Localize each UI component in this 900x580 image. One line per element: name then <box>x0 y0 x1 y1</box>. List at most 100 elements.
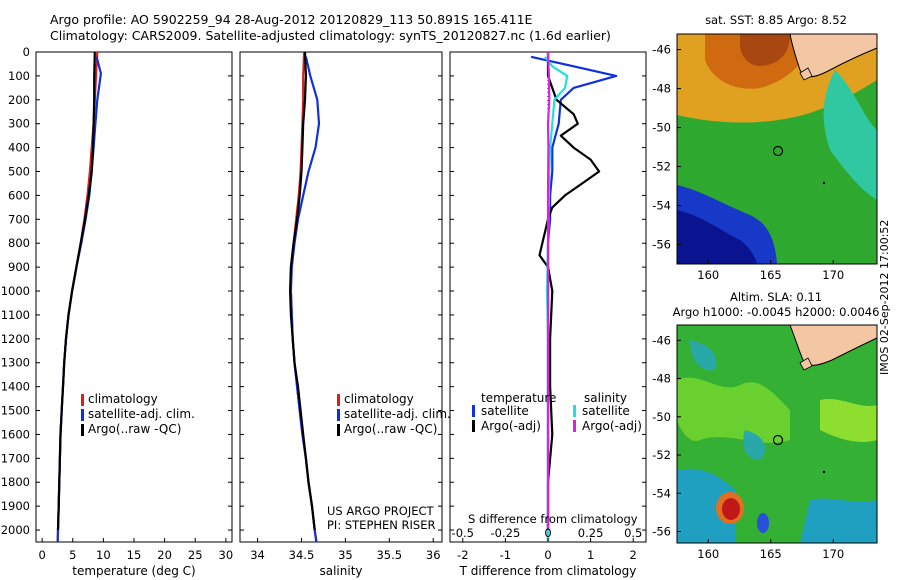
sst-lat-tick-label: -50 <box>652 121 671 135</box>
legend-swatch-t-satellite <box>472 405 475 417</box>
sst-map-title: sat. SST: 8.85 Argo: 8.52 <box>705 13 847 27</box>
x-tick-label: 25 <box>188 548 203 562</box>
depth-tick-label: 900 <box>8 260 30 274</box>
sst-stewart-island <box>799 67 813 81</box>
sst-lat-tick-label: -56 <box>652 238 671 252</box>
legend-label-argo: Argo(..raw -QC) <box>344 422 437 436</box>
sla-lat-tick-label: -50 <box>652 410 671 424</box>
salinity-panel-frame <box>239 51 443 543</box>
sla-lat-tick-label: -52 <box>652 448 671 462</box>
depth-tick-label: 1400 <box>1 380 30 394</box>
sla-low-patch-2 <box>743 430 765 460</box>
sla-map <box>676 324 878 544</box>
series-line-temperature-satellite <box>530 55 618 542</box>
temperature-legend: climatology satellite-adj. clim. Argo(..… <box>81 392 195 436</box>
salinity-series <box>289 52 321 542</box>
legend-label-satellite: satellite-adj. clim. <box>344 407 451 421</box>
s-tick-label: 0 <box>544 526 551 540</box>
sst-lat-tick-label: -54 <box>652 199 671 213</box>
series-line-argo-raw-qc <box>289 52 316 531</box>
legend-title-salinity: salinity <box>584 391 627 405</box>
s-tick-label: -0.25 <box>491 526 521 540</box>
depth-axis: 0 100 200 300 400 500 600 700 800 900 1000 1100 1200… <box>1 45 646 537</box>
x-tick-label: 36 <box>426 548 441 562</box>
legend-swatch-satellite <box>81 409 84 421</box>
depth-tick-label: 300 <box>8 117 30 131</box>
sst-island-dot <box>822 181 826 185</box>
depth-tick-label: 200 <box>8 93 30 107</box>
x-tick-label: 20 <box>157 548 172 562</box>
sla-low-region-sw <box>677 468 735 543</box>
legend-label-argo: Argo(..raw -QC) <box>88 422 181 436</box>
salinity-xlabel: salinity <box>319 564 362 578</box>
difference-xlabel: T difference from climatology <box>459 564 637 578</box>
depth-tick-label: 1200 <box>1 332 30 346</box>
depth-tick-label: 100 <box>8 69 30 83</box>
legend-label-s-satellite: satellite <box>582 404 630 418</box>
x-tick-label: 0 <box>544 548 551 562</box>
sla-lat-tick-label: -56 <box>652 525 671 539</box>
sla-cold-eddy <box>757 513 769 533</box>
x-tick-label: 0 <box>38 548 45 562</box>
temperature-panel-frame <box>35 51 233 543</box>
x-tick-label: 35.5 <box>376 548 402 562</box>
legend-swatch-satellite <box>337 409 340 421</box>
sla-high-band-east <box>820 398 877 442</box>
sst-lon-tick-label: 170 <box>822 268 844 282</box>
x-tick-label: -1 <box>500 548 511 562</box>
series-line-climatology <box>56 52 99 542</box>
sla-lat-tick-label: -54 <box>652 486 671 500</box>
depth-tick-label: 1100 <box>1 308 30 322</box>
x-tick-label: 15 <box>127 548 142 562</box>
sla-map-frame <box>676 324 878 544</box>
x-tick-label: 35 <box>338 548 353 562</box>
x-tick-label: 30 <box>219 548 234 562</box>
sla-map-title: Altim. SLA: 0.11 <box>730 290 822 304</box>
x-tick-label: 34.5 <box>289 548 315 562</box>
depth-tick-label: 2000 <box>1 523 30 537</box>
series-line-satellite-adj-clim <box>289 56 321 542</box>
sst-lat-tick-label: -46 <box>652 43 671 57</box>
legend-swatch-s-satellite <box>573 405 576 417</box>
depth-tick-label: 400 <box>8 141 30 155</box>
sla-lat-tick-label: -46 <box>652 333 671 347</box>
legend-label-climatology: climatology <box>344 392 414 406</box>
legend-swatch-climatology <box>81 394 84 406</box>
depth-tick-label: 1700 <box>1 451 30 465</box>
sst-coldest-region <box>677 210 757 264</box>
sst-lon-tick-label: 165 <box>760 268 782 282</box>
legend-swatch-climatology <box>337 394 340 406</box>
depth-tick-label: 800 <box>8 236 30 250</box>
series-line-argo-raw-qc <box>56 52 96 531</box>
depth-tick-label: 1600 <box>1 427 30 441</box>
temperature-series <box>56 52 103 542</box>
sla-new-zealand-land <box>789 324 878 366</box>
legend-swatch-s-argo <box>573 420 576 432</box>
sla-lon-tick-label: 160 <box>697 547 719 561</box>
sla-high-band <box>677 377 790 443</box>
sst-float-position-marker <box>772 145 784 157</box>
s-difference-label: S difference from climatology <box>468 512 638 526</box>
depth-tick-label: 1900 <box>1 499 30 513</box>
legend-swatch-argo <box>337 424 340 436</box>
sla-stewart-island <box>799 357 813 371</box>
depth-tick-label: 1800 <box>1 475 30 489</box>
sla-lat-tick-label: -48 <box>652 372 671 386</box>
legend-label-t-argo: Argo(-adj) <box>481 419 541 433</box>
climatology-title: Climatology: CARS2009. Satellite-adjuste… <box>50 28 611 43</box>
sst-map-frame <box>676 33 878 265</box>
s-tick-label: 0.5 <box>624 526 642 540</box>
legend-label-climatology: climatology <box>88 392 158 406</box>
sla-lon-tick-label: 165 <box>760 547 782 561</box>
legend-swatch-t-argo <box>472 420 475 432</box>
pi-note: PI: STEPHEN RISER <box>327 518 436 532</box>
temperature-xlabel: temperature (deg C) <box>72 564 195 578</box>
legend-label-s-argo: Argo(-adj) <box>582 419 642 433</box>
sla-low-patch-1 <box>690 340 717 371</box>
legend-label-t-satellite: satellite <box>481 404 529 418</box>
depth-tick-label: 700 <box>8 212 30 226</box>
depth-tick-label: 500 <box>8 165 30 179</box>
legend-title-temperature: temperature <box>481 391 556 405</box>
sla-map-subtitle: Argo h1000: -0.0045 h2000: 0.0046 <box>673 305 880 319</box>
